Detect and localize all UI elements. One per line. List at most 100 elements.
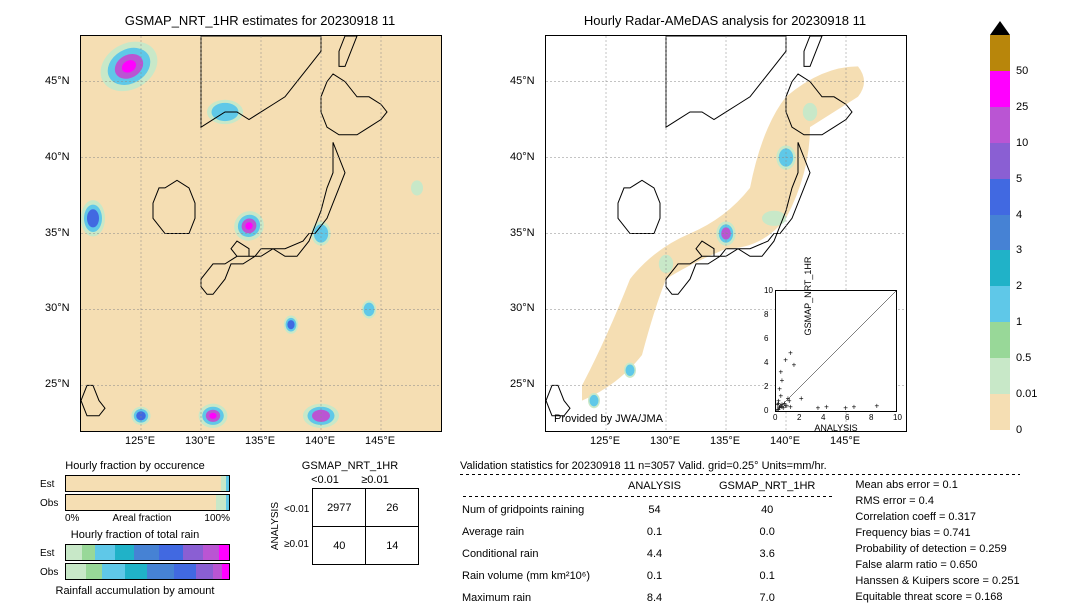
svg-text:+: + [843, 404, 848, 411]
right-map-title: Hourly Radar-AMeDAS analysis for 2023091… [545, 13, 905, 28]
stat-analysis-val: 8.4 [610, 588, 699, 608]
svg-text:+: + [780, 376, 785, 385]
colorbar-tick-label: 0.01 [1016, 388, 1037, 400]
x-tick-label: 145°E [365, 435, 395, 447]
colorbar-tick-label: 0 [1016, 424, 1022, 436]
y-tick-label: 30°N [45, 302, 70, 314]
stat-analysis-val: 54 [610, 500, 699, 520]
stat-gsmap-val: 40 [701, 500, 833, 520]
scatter-xlabel: ANALYSIS [776, 423, 896, 433]
colorbar-tick-label: 2 [1016, 280, 1022, 292]
total-obs-bar [65, 563, 230, 580]
fraction-bars-section: Hourly fraction by occurenceEstObs0%Area… [40, 460, 230, 597]
colorbar-segment [990, 322, 1010, 358]
stat-analysis-val: 0.1 [610, 566, 699, 586]
stat-gsmap-val: 0.1 [701, 566, 833, 586]
contingency-cell: 2977 [313, 489, 366, 527]
stat-name: Maximum rain [462, 588, 608, 608]
colorbar-segment [990, 394, 1010, 430]
x-tick-label: 135°E [245, 435, 275, 447]
metric-row: Correlation coeff = 0.317 [855, 509, 1019, 525]
scatter-plot: ++++++++++++++++++++++++++++++0022446688… [775, 290, 897, 412]
x-tick-label: 130°E [185, 435, 215, 447]
y-tick-label: 35°N [510, 227, 535, 239]
colorbar-segment [990, 107, 1010, 143]
metric-row: Frequency bias = 0.741 [855, 525, 1019, 541]
colorbar-segment [990, 286, 1010, 322]
x-tick-label: 145°E [830, 435, 860, 447]
metric-row: Probability of detection = 0.259 [855, 541, 1019, 557]
x-tick-label: 130°E [650, 435, 680, 447]
validation-title: Validation statistics for 20230918 11 n=… [460, 460, 1060, 472]
y-tick-label: 45°N [510, 75, 535, 87]
x-axis-label: Areal fraction [79, 513, 204, 524]
colorbar-segment [990, 143, 1010, 179]
attribution: Provided by JWA/JMA [554, 413, 663, 425]
colorbar-segment [990, 250, 1010, 286]
svg-text:+: + [824, 403, 829, 411]
colorbar: 00.010.512345102550 [990, 35, 1010, 430]
stat-gsmap-val: 3.6 [701, 544, 833, 564]
y-tick-label: 40°N [510, 151, 535, 163]
occurrence-obs-bar [65, 494, 230, 511]
x-tick-label: 125°E [125, 435, 155, 447]
colorbar-segment [990, 179, 1010, 215]
x-tick-label: 135°E [710, 435, 740, 447]
contingency-y-axis: ANALYSIS [270, 502, 281, 550]
svg-text:+: + [787, 397, 792, 406]
svg-text:+: + [816, 404, 821, 411]
total-est-bar [65, 544, 230, 561]
svg-text:+: + [777, 385, 782, 394]
metric-row: RMS error = 0.4 [855, 493, 1019, 509]
contingency-table-section: GSMAP_NRT_1HR<0.01≥0.01ANALYSIS<0.01≥0.0… [270, 460, 430, 565]
y-tick-label: 35°N [45, 227, 70, 239]
contingency-cell: 40 [313, 527, 366, 565]
colorbar-tick-label: 25 [1016, 101, 1028, 113]
y-tick-label: 25°N [510, 378, 535, 390]
svg-text:+: + [792, 361, 797, 370]
colorbar-tick-label: 50 [1016, 65, 1028, 77]
stat-analysis-val: 4.4 [610, 544, 699, 564]
x-tick-label: 125°E [590, 435, 620, 447]
y-tick-label: 30°N [510, 302, 535, 314]
colorbar-segment [990, 71, 1010, 107]
metric-row: Mean abs error = 0.1 [855, 477, 1019, 493]
stat-gsmap-val: 7.0 [701, 588, 833, 608]
stat-gsmap-val: 0.0 [701, 522, 833, 542]
svg-text:+: + [778, 368, 783, 377]
svg-text:+: + [874, 401, 879, 410]
left-map-title: GSMAP_NRT_1HR estimates for 20230918 11 [80, 13, 440, 28]
stat-name: Conditional rain [462, 544, 608, 564]
colorbar-segment [990, 358, 1010, 394]
metrics-list: Mean abs error = 0.1RMS error = 0.4Corre… [855, 477, 1019, 610]
svg-text:+: + [788, 349, 793, 358]
obs-label: Obs [40, 498, 65, 509]
svg-text:+: + [780, 400, 785, 409]
contingency-table: 2977264014 [312, 488, 419, 565]
metric-row: Hanssen & Kuipers score = 0.251 [855, 573, 1019, 589]
contingency-cell: 26 [366, 489, 419, 527]
y-tick-label: 40°N [45, 151, 70, 163]
scatter-ylabel: GSMAP_NRT_1HR [803, 236, 813, 356]
stat-name: Rain volume (mm km²10⁶) [462, 566, 608, 586]
total-rain-title: Hourly fraction of total rain [40, 529, 230, 541]
metric-row: False alarm ratio = 0.650 [855, 557, 1019, 573]
colorbar-tick-label: 4 [1016, 209, 1022, 221]
colorbar-tick-label: 5 [1016, 173, 1022, 185]
colorbar-segment [990, 35, 1010, 71]
colorbar-segment [990, 215, 1010, 251]
validation-stats-section: Validation statistics for 20230918 11 n=… [460, 460, 1060, 610]
svg-text:+: + [852, 403, 857, 411]
y-tick-label: 25°N [45, 378, 70, 390]
contingency-cell: 14 [366, 527, 419, 565]
stat-name: Average rain [462, 522, 608, 542]
stat-name: Num of gridpoints raining [462, 500, 608, 520]
y-tick-label: 45°N [45, 75, 70, 87]
colorbar-tick-label: 0.5 [1016, 352, 1031, 364]
x-tick-label: 140°E [770, 435, 800, 447]
colorbar-tick-label: 3 [1016, 244, 1022, 256]
metric-row: Equitable threat score = 0.168 [855, 589, 1019, 605]
accumulation-title: Rainfall accumulation by amount [40, 585, 230, 597]
left-map [80, 35, 442, 432]
occurrence-est-bar [65, 475, 230, 492]
